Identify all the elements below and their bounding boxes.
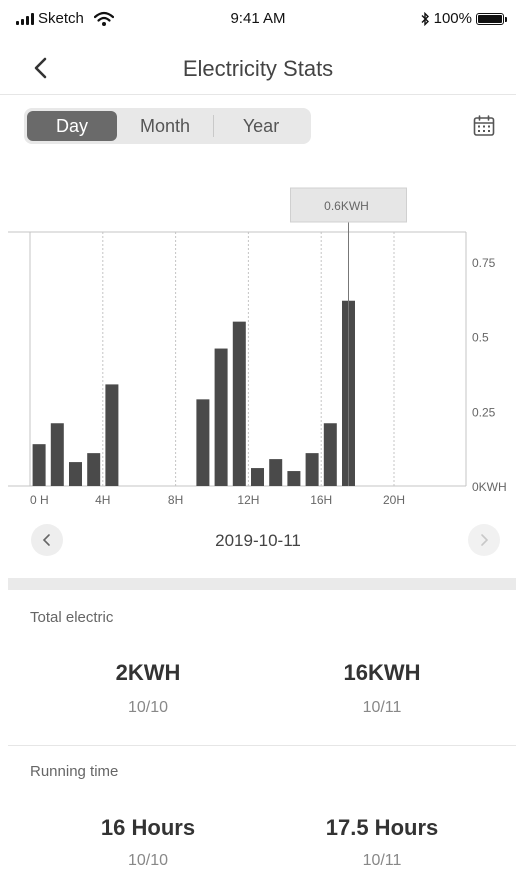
carrier-label: Sketch [38,10,84,27]
chart-bar [269,459,283,486]
chart-bar [87,453,101,486]
chart-bar [69,462,82,486]
x-tick-label: 4H [95,493,110,507]
nav-bar: Electricity Stats [0,44,516,95]
chart-bar [196,399,210,486]
calendar-icon[interactable] [472,114,496,138]
prev-date-button[interactable] [31,524,63,556]
running-time-label: Running time [30,763,119,780]
battery-icon [476,12,507,25]
running-time-prev-value: 16 Hours [100,815,196,840]
chart-bar [232,321,246,486]
battery-percent: 100% [433,10,472,27]
date-navigator: 2019-10-11 [0,520,516,560]
carrier-group: Sketch [16,10,114,27]
page-title: Electricity Stats [182,56,334,81]
bluetooth-icon [421,11,429,26]
chevron-left-icon [42,534,50,546]
total-electric-prev-date: 10/10 [127,699,169,716]
y-tick-label: 0.5 [472,331,489,345]
y-tick-label: 0.25 [472,405,496,419]
x-tick-label: 12H [237,493,259,507]
stats-divider [8,745,516,746]
hourly-usage-chart: 0 H 4H 8H 12H 16H 20H 0.75 0.5 0.25 0KWH 0.6KWH [8,187,507,507]
tooltip-label: 0.6KWH [324,199,369,213]
current-date: 2019-10-11 [215,531,301,550]
tab-year[interactable]: Year [242,116,280,136]
x-tick-label: 16H [310,493,332,507]
y-tick-label: 0KWH [472,480,507,494]
wifi-icon [93,11,114,26]
chart-bar [305,453,319,486]
status-bar: Sketch 9:41 AM 100% [0,0,516,40]
x-tick-label: 8H [168,493,183,507]
back-chevron-icon[interactable] [28,54,56,82]
running-time-prev-date: 10/10 [127,852,169,869]
signal-icon [16,12,34,25]
total-electric-prev-value: 2KWH [115,660,181,685]
battery-group: 100% [420,10,507,27]
next-date-button[interactable] [468,524,500,556]
total-electric-curr-value: 16KWH [343,660,421,685]
chart-bar [50,423,64,486]
section-divider [8,578,516,590]
chevron-right-icon [481,534,489,546]
chart-bar [287,471,301,486]
running-time-curr-date: 10/11 [362,852,402,869]
tooltip-box [290,187,407,223]
running-time-curr-value: 17.5 Hours [325,815,439,840]
segment-divider [213,115,214,137]
chart-bar [251,468,264,486]
chart-bar [323,423,337,486]
tab-day[interactable]: Day [27,111,117,141]
chart-bar [32,444,46,486]
tab-month[interactable]: Month [139,116,191,136]
chart-bar [214,348,228,486]
total-electric-curr-date: 10/11 [362,699,402,716]
status-time: 9:41 AM [230,10,286,27]
chart-bar [105,384,119,486]
period-segmented-control: Day Month Year [24,108,311,144]
y-tick-label: 0.75 [472,256,496,270]
x-tick-label: 0 H [30,493,49,507]
x-tick-label: 20H [383,493,405,507]
total-electric-label: Total electric [30,609,114,626]
